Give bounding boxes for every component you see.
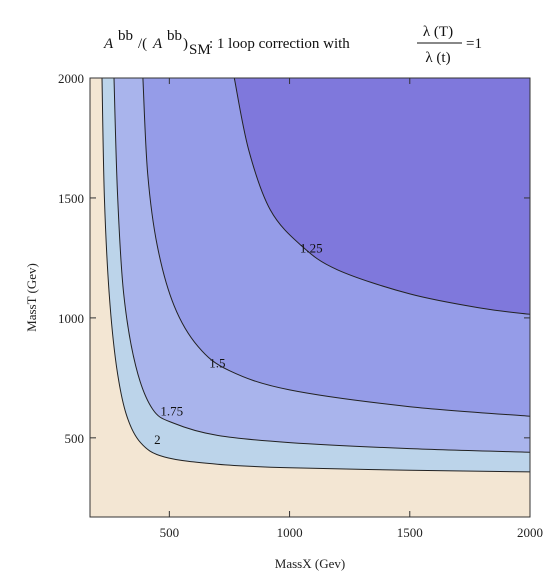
x-tick-label-1500: 1500: [397, 525, 423, 540]
chart-title: A bb /( A bb ) SM : 1 loop correction wi…: [103, 24, 482, 66]
title-text: : 1 loop correction with: [209, 36, 350, 52]
x-tick-label-500: 500: [160, 525, 180, 540]
title-paren-close: ): [183, 36, 188, 52]
contour-label-1.5: 1.5: [209, 355, 225, 370]
y-axis-title: MassT (Gev): [24, 263, 39, 332]
y-tick-label-1000: 1000: [58, 311, 84, 326]
contour-label-1.25: 1.25: [300, 240, 323, 255]
title-frac-num: λ (T): [423, 24, 453, 40]
title-rhs: =1: [466, 36, 482, 52]
contour-lines: [101, 78, 530, 473]
contour-line-1.25: [233, 78, 530, 315]
plot-frame: [89, 77, 531, 518]
contour-line-2: [101, 78, 530, 473]
contour-label-1.75: 1.75: [160, 403, 183, 418]
x-axis: 500 1000 1500 2000: [160, 78, 543, 540]
title-den-sup: bb: [167, 28, 182, 44]
y-tick-label-500: 500: [65, 431, 85, 446]
title-den-sub: SM: [189, 42, 211, 58]
contour-line-1.75: [113, 78, 530, 453]
plot-area: 2 1.75 1.5 1.25: [90, 78, 530, 517]
title-frac-den: λ (t): [425, 50, 450, 66]
y-tick-label-1500: 1500: [58, 191, 84, 206]
title-slash-paren: /(: [138, 36, 147, 52]
y-tick-label-2000: 2000: [58, 71, 84, 86]
contour-labels: 2 1.75 1.5 1.25: [154, 240, 323, 447]
x-tick-label-1000: 1000: [277, 525, 303, 540]
contour-line-1.5: [142, 78, 530, 417]
x-tick-label-2000: 2000: [517, 525, 543, 540]
title-lhs-main: A: [103, 36, 114, 52]
region-fills: [90, 78, 530, 517]
contour-label-2: 2: [154, 432, 161, 447]
region-above-1.25: [234, 78, 530, 315]
title-den-main: A: [152, 36, 163, 52]
title-lhs-sup: bb: [118, 28, 133, 44]
x-axis-title: MassX (Gev): [275, 556, 345, 571]
y-axis: 500 1000 1500 2000: [58, 71, 530, 446]
